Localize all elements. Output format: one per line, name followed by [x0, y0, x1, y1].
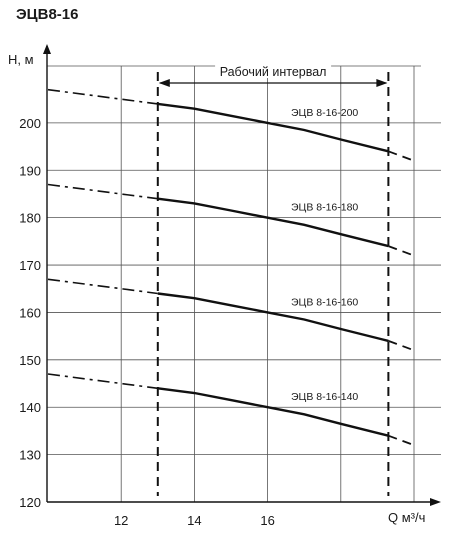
series-label: ЭЦВ 8-16-140 — [291, 391, 358, 403]
chart-title: ЭЦВ8-16 — [16, 6, 79, 23]
series-line-extrapolated-left — [47, 183, 158, 200]
y-tick-label: 160 — [19, 305, 41, 320]
x-axis-arrow — [430, 498, 441, 506]
x-tick-label: 12 — [114, 513, 128, 528]
series-line — [157, 197, 389, 248]
series-line-extrapolated-right — [388, 150, 415, 162]
axes — [43, 44, 441, 506]
y-tick-label: 180 — [19, 211, 41, 226]
y-tick-label: 150 — [19, 353, 41, 368]
x-tick-label: 16 — [260, 513, 274, 528]
series-line-extrapolated-left — [47, 88, 158, 105]
y-tick-label: 130 — [19, 448, 41, 463]
x-tick-label: 14 — [187, 513, 201, 528]
series-lines: ЭЦВ 8-16-200 ЭЦВ 8-16-180 ЭЦВ 8-16-160 ЭЦВ … — [47, 88, 415, 446]
series-line-extrapolated-right — [388, 434, 415, 446]
interval-arrow-left — [158, 79, 170, 87]
working-interval: Рабочий интервал — [156, 64, 390, 496]
series-label: ЭЦВ 8-16-200 — [291, 107, 358, 119]
x-axis-label: Q м³/ч — [388, 510, 425, 525]
series-line-extrapolated-left — [47, 373, 158, 390]
y-axis-label: H, м — [8, 52, 34, 67]
interval-arrow-right — [376, 79, 388, 87]
y-tick-label: 200 — [19, 116, 41, 131]
series-line-extrapolated-right — [388, 245, 415, 257]
y-tick-label: 120 — [19, 495, 41, 510]
series-line — [157, 387, 389, 437]
grid — [47, 65, 441, 502]
series-line — [157, 292, 389, 343]
series-label: ЭЦВ 8-16-160 — [291, 296, 358, 308]
y-tick-label: 190 — [19, 163, 41, 178]
y-tick-label: 170 — [19, 258, 41, 273]
interval-label: Рабочий интервал — [220, 65, 327, 79]
series-line-extrapolated-right — [388, 340, 415, 352]
interval-label-bg — [215, 64, 332, 78]
y-tick-label: 140 — [19, 400, 41, 415]
y-axis-arrow — [43, 44, 51, 54]
series-line-extrapolated-left — [47, 278, 158, 295]
tick-labels: 120 130 140 150 160 170 180 190 200 12 14 16 H, м Q м… — [8, 52, 425, 528]
series-label: ЭЦВ 8-16-180 — [291, 202, 358, 214]
series-line — [157, 102, 389, 153]
